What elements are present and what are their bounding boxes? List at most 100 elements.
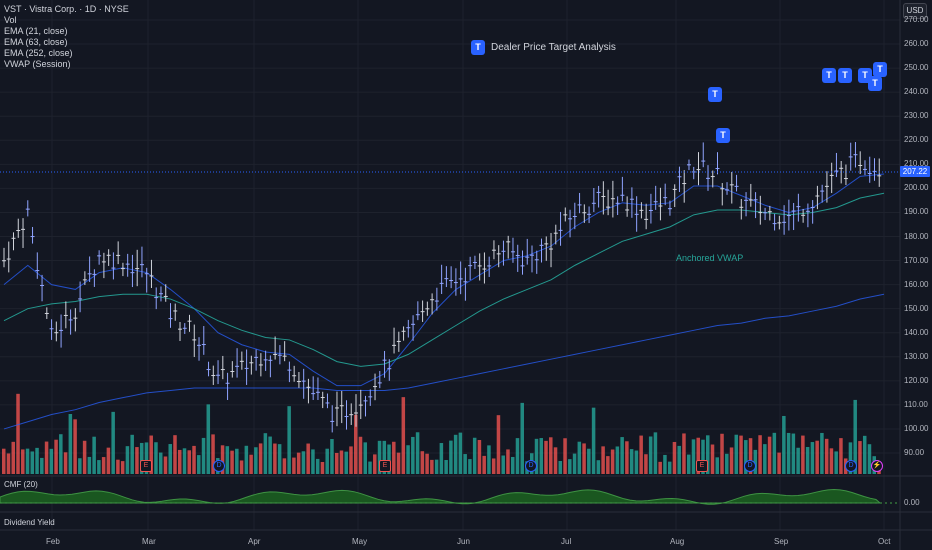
price-bars — [2, 142, 882, 433]
volume-bar — [135, 447, 139, 474]
volume-bar — [458, 432, 463, 474]
volume-bar — [130, 434, 134, 474]
volume-bar — [515, 438, 520, 474]
dividend-yield-legend[interactable]: Dividend Yield — [4, 518, 55, 527]
price-target-icon: T — [838, 68, 852, 83]
volume-bar — [406, 445, 410, 474]
price-tick: 240.00 — [904, 87, 929, 97]
legend-vwap[interactable]: VWAP (Session) — [4, 59, 71, 69]
price-target-marker[interactable]: T — [822, 65, 836, 83]
volume-bar — [101, 457, 106, 474]
volume-bar — [225, 446, 230, 474]
volume-bar — [491, 458, 496, 474]
volume-bars — [2, 393, 881, 474]
price-target-marker[interactable]: T — [716, 125, 730, 143]
volume-bar — [782, 415, 786, 474]
volume-bar — [767, 436, 772, 474]
cmf-legend[interactable]: CMF (20) — [4, 480, 38, 489]
volume-bar — [572, 453, 577, 474]
earnings-marker[interactable]: E — [379, 460, 391, 472]
legend-ema21[interactable]: EMA (21, close) — [4, 26, 68, 36]
dividend-marker[interactable]: D — [845, 460, 857, 472]
volume-bar — [734, 434, 739, 474]
ema-252-line — [3, 293, 885, 430]
volume-bar — [311, 449, 315, 474]
volume-bar — [663, 454, 667, 474]
volume-bar — [667, 461, 672, 474]
volume-bar — [715, 457, 720, 474]
volume-bar — [92, 436, 96, 474]
volume-bar — [344, 451, 348, 474]
volume-bar — [82, 440, 87, 474]
volume-bar — [577, 441, 582, 474]
price-target-icon: T — [708, 87, 722, 102]
volume-bar — [672, 441, 677, 474]
volume-bar — [786, 432, 791, 474]
volume-bar — [829, 448, 834, 474]
price-tick: 270.00 — [904, 15, 929, 24]
volume-bar — [206, 404, 211, 474]
volume-bar — [2, 448, 6, 474]
currency-button[interactable]: USD — [903, 3, 927, 19]
volume-bar — [163, 456, 168, 474]
volume-bar — [59, 434, 63, 474]
volume-bar — [87, 456, 92, 474]
volume-bar — [354, 414, 358, 474]
volume-bar — [696, 437, 700, 474]
volume-bar — [534, 438, 539, 474]
volume-bar — [648, 436, 653, 474]
volume-bar — [439, 443, 444, 474]
volume-bar — [744, 440, 748, 474]
cmf-zero-value: 0.00 — [904, 498, 920, 507]
volume-bar — [430, 459, 434, 474]
price-tick: 90.00 — [904, 448, 925, 457]
price-target-marker[interactable]: T — [838, 65, 852, 83]
volume-bar — [173, 435, 177, 474]
volume-bar — [563, 438, 567, 474]
dividend-marker[interactable]: D — [213, 460, 225, 472]
price-target-marker[interactable]: T — [868, 73, 882, 91]
volume-bar — [325, 448, 329, 474]
price-target-callout[interactable]: T Dealer Price Target Analysis — [471, 40, 616, 55]
volume-bar — [320, 461, 325, 474]
volume-bar — [753, 449, 758, 474]
volume-bar — [510, 456, 515, 474]
price-target-icon: T — [716, 128, 730, 143]
symbol-title[interactable]: VST · Vistra Corp. · 1D · NYSE — [4, 4, 129, 14]
volume-bar — [392, 441, 396, 474]
volume-bar — [858, 441, 862, 474]
volume-bar — [686, 454, 691, 474]
price-target-marker[interactable]: T — [873, 59, 887, 77]
volume-bar — [653, 432, 658, 474]
earnings-marker[interactable]: E — [140, 460, 152, 472]
price-tick: 160.00 — [904, 279, 929, 289]
volume-bar — [848, 442, 853, 474]
volume-bar — [444, 460, 448, 474]
volume-bar — [820, 432, 824, 474]
legend-vol[interactable]: Vol — [4, 15, 17, 25]
volume-bar — [211, 434, 215, 474]
volume-bar — [120, 461, 125, 474]
volume-bar — [268, 436, 272, 474]
dividend-marker[interactable]: D — [744, 460, 756, 472]
price-tick: 180.00 — [904, 231, 929, 241]
price-target-marker[interactable]: T — [708, 84, 722, 102]
volume-bar — [282, 458, 287, 474]
volume-bar — [358, 436, 363, 474]
cmf-area — [0, 488, 882, 505]
earnings-marker[interactable]: E — [696, 460, 708, 472]
volume-bar — [158, 452, 163, 474]
volume-bar — [368, 461, 372, 474]
legend-ema63[interactable]: EMA (63, close) — [4, 37, 68, 47]
split-marker[interactable]: ⚡ — [871, 460, 883, 472]
volume-bar — [506, 449, 510, 474]
legend-ema252[interactable]: EMA (252, close) — [4, 48, 73, 58]
volume-bar — [6, 453, 11, 474]
price-target-icon: T — [822, 68, 836, 83]
dividend-marker[interactable]: D — [525, 460, 537, 472]
volume-bar — [401, 397, 406, 474]
volume-bar — [677, 445, 681, 474]
volume-bar — [149, 435, 153, 474]
volume-bar — [610, 449, 615, 474]
